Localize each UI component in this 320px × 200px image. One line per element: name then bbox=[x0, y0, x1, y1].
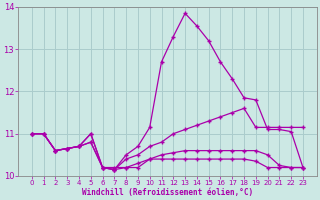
X-axis label: Windchill (Refroidissement éolien,°C): Windchill (Refroidissement éolien,°C) bbox=[82, 188, 253, 197]
